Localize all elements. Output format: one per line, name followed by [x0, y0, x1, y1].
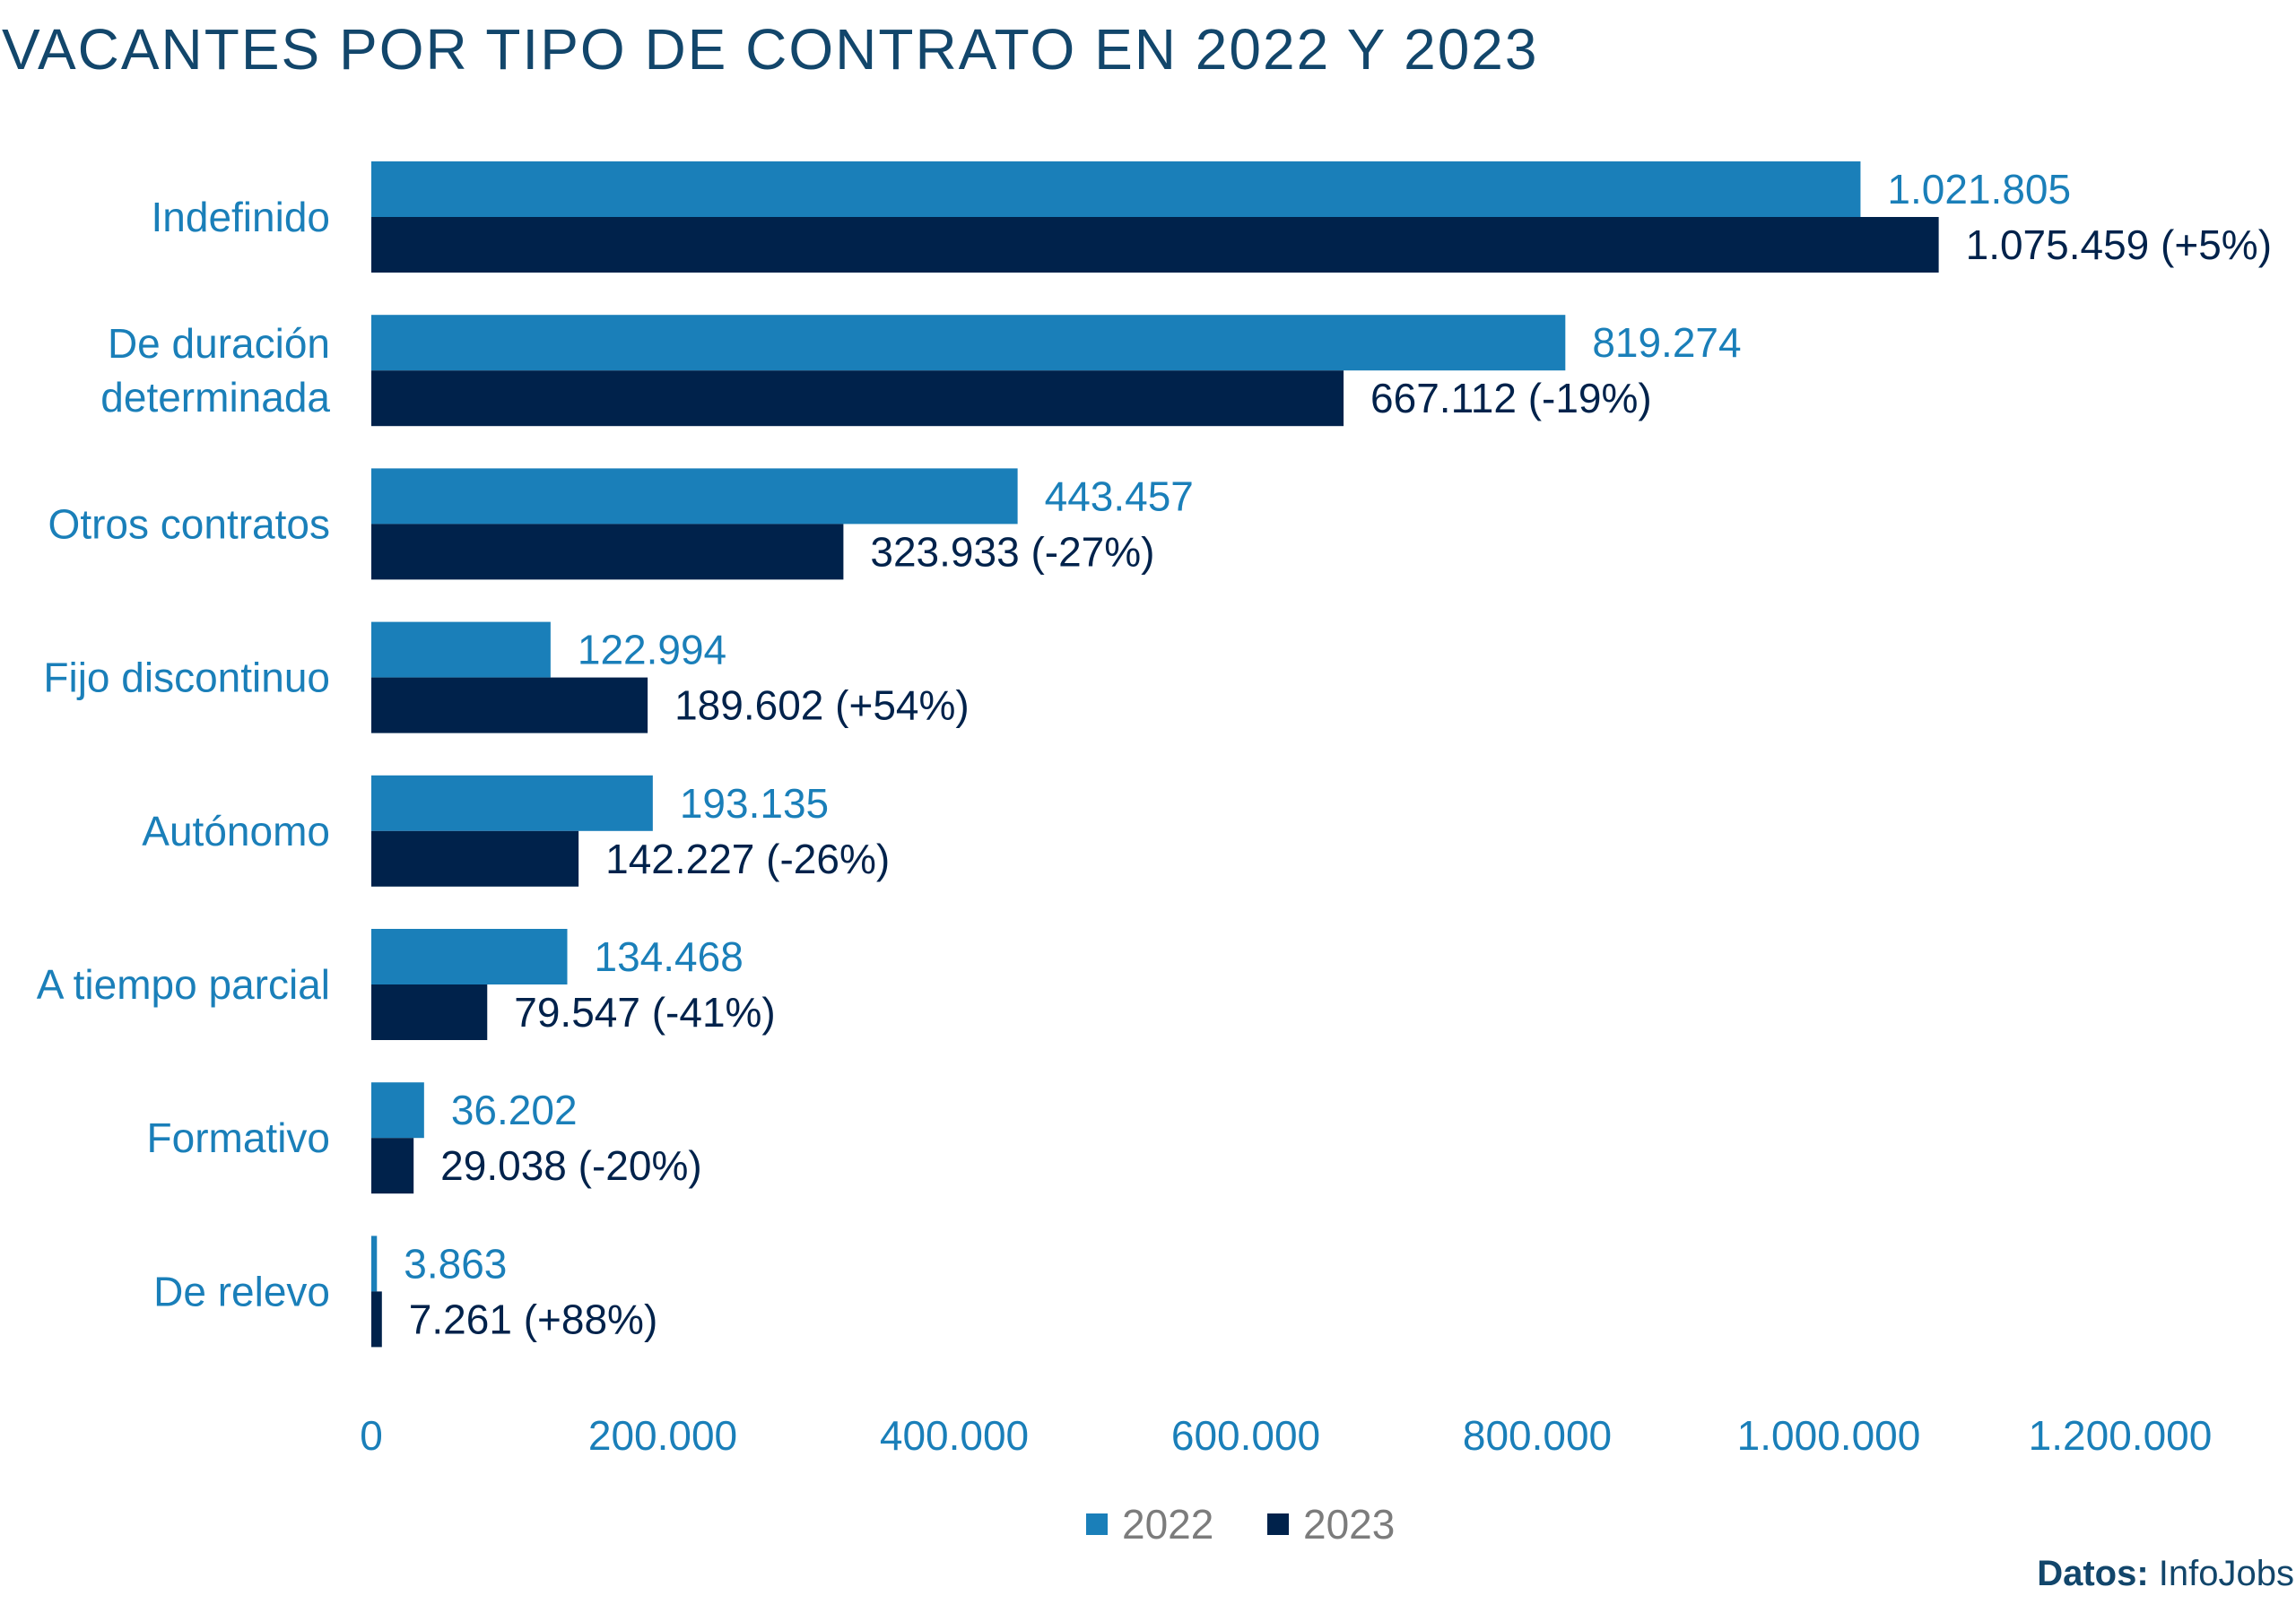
x-tick-label: 800.000	[1463, 1412, 1612, 1459]
value-labels-layer: 1.021.805 1.075.459 (+5%) 819.274 667.112 (…	[404, 166, 2272, 1342]
bar-2023	[371, 677, 648, 733]
category-label: Fijo discontinuo	[43, 655, 330, 701]
bar-2023	[371, 1138, 414, 1194]
value-label-2022: 134.468	[595, 933, 744, 980]
legend-label-2023: 2023	[1303, 1501, 1395, 1548]
value-label-2023: 79.547 (-41%)	[514, 989, 776, 1036]
source-note: Datos: InfoJobs	[2037, 1554, 2294, 1594]
value-label-2023: 29.038 (-20%)	[440, 1142, 702, 1189]
bars-layer	[371, 161, 1939, 1348]
bar-2022	[371, 315, 1566, 371]
bar-2022	[371, 621, 551, 678]
bar-2022	[371, 1082, 424, 1139]
bar-2022	[371, 929, 568, 984]
value-label-2023: 323.933 (-27%)	[870, 528, 1154, 575]
category-label: De relevo	[153, 1268, 330, 1314]
value-label-2022: 443.457	[1045, 473, 1194, 519]
category-label: determinada	[100, 374, 330, 421]
value-label-2022: 1.021.805	[1887, 166, 2071, 212]
legend-swatch-2023	[1267, 1513, 1289, 1535]
value-label-2023: 667.112 (-19%)	[1370, 375, 1652, 421]
value-label-2023: 189.602 (+54%)	[674, 682, 970, 729]
category-label: Formativo	[147, 1114, 330, 1161]
category-labels-layer: Indefinido De duración determinada Otros co…	[37, 194, 331, 1314]
value-label-2022: 819.274	[1592, 319, 1741, 366]
category-label: A tiempo parcial	[37, 961, 330, 1008]
x-tick-label: 600.000	[1171, 1412, 1320, 1459]
bar-2023	[371, 1291, 382, 1348]
bar-2022	[371, 468, 1018, 525]
bar-2022	[371, 161, 1861, 217]
legend-label-2022: 2022	[1122, 1501, 1213, 1548]
bar-2022	[371, 775, 653, 831]
chart-title: VACANTES POR TIPO DE CONTRATO EN 2022 Y …	[2, 17, 1539, 82]
value-label-2022: 193.135	[680, 780, 829, 827]
bar-2023	[371, 830, 579, 887]
value-label-2023: 1.075.459 (+5%)	[1966, 221, 2272, 268]
value-label-2022: 36.202	[451, 1087, 578, 1133]
bar-2023	[371, 217, 1939, 273]
bar-2023	[371, 370, 1344, 427]
category-label: De duración	[108, 320, 330, 367]
bar-2022	[371, 1236, 378, 1292]
legend-swatch-2022	[1086, 1513, 1108, 1535]
value-label-2023: 7.261 (+88%)	[409, 1296, 657, 1342]
value-label-2023: 142.227 (-26%)	[605, 836, 890, 882]
x-axis: 0 200.000 400.000 600.000 800.000 1.000.000 1.…	[360, 1412, 2212, 1459]
x-tick-label: 200.000	[588, 1412, 737, 1459]
category-label: Indefinido	[152, 194, 331, 240]
category-label: Autónomo	[142, 808, 330, 854]
value-label-2022: 122.994	[578, 627, 726, 673]
x-tick-label: 400.000	[880, 1412, 1029, 1459]
value-label-2022: 3.863	[404, 1240, 507, 1287]
bar-2023	[371, 524, 844, 580]
x-tick-label: 1.000.000	[1737, 1412, 1921, 1459]
x-tick-label: 1.200.000	[2029, 1412, 2213, 1459]
bar-2023	[371, 984, 488, 1040]
source-value: InfoJobs	[2158, 1554, 2294, 1593]
legend: 2022 2023	[1086, 1501, 1395, 1548]
x-tick-label: 0	[360, 1412, 383, 1459]
category-label: Otros contratos	[48, 500, 330, 547]
source-label: Datos:	[2037, 1554, 2149, 1593]
